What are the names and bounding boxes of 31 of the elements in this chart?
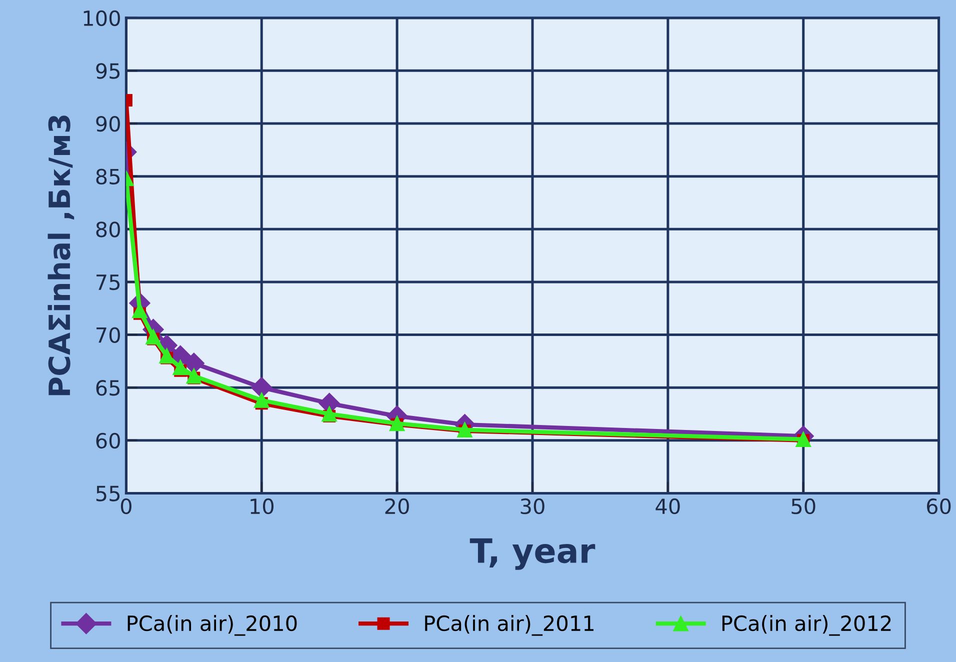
legend-label: PCa(in air)_2011 [425, 615, 594, 636]
y-tick-label: 85 [96, 168, 120, 185]
y-tick-label: 90 [96, 116, 120, 132]
x-tick-label: 30 [520, 498, 544, 514]
x-tick-label: 20 [385, 498, 409, 514]
x-tick-label: 10 [250, 498, 274, 514]
point [172, 360, 188, 376]
x-tick-label: 40 [656, 498, 680, 514]
y-tick-label: 95 [96, 63, 120, 79]
y-axis-title: PCAΣinhal ,Бк/м3 [48, 116, 74, 396]
y-tick-label: 100 [84, 10, 120, 26]
point [146, 329, 161, 345]
x-tick-label: 0 [120, 498, 132, 514]
point [251, 377, 272, 398]
y-tick-label: 55 [96, 486, 120, 502]
point [183, 352, 204, 374]
point [322, 406, 337, 422]
point [254, 392, 270, 408]
point [132, 302, 148, 318]
y-tick-label: 60 [96, 432, 120, 449]
y-tick-label: 70 [96, 327, 120, 343]
point [186, 368, 202, 384]
x-tick-label: 60 [926, 498, 951, 514]
point [159, 348, 174, 364]
x-tick-label: 50 [792, 498, 816, 514]
y-tick-label: 65 [96, 380, 120, 396]
y-tick-label: 80 [96, 222, 120, 238]
legend-label: PCa(in air)_2012 [722, 615, 891, 636]
legend-label: PCa(in air)_2010 [128, 615, 297, 636]
x-axis-title: T, year [470, 538, 596, 570]
y-tick-label: 75 [96, 274, 120, 290]
